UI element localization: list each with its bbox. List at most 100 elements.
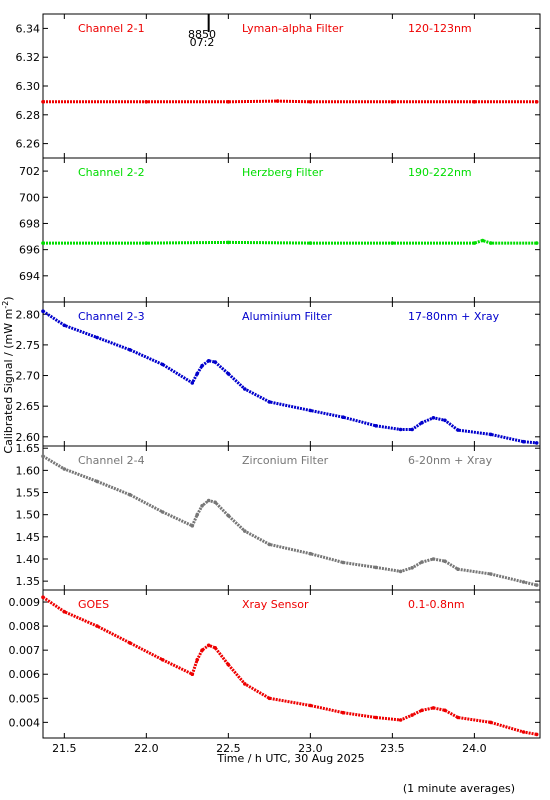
x-axis: 21.5 22.0 22.5 23.0 23.5 24.0 xyxy=(52,14,487,755)
data-point xyxy=(226,513,231,518)
y-tick-label: 2.75 xyxy=(16,339,41,352)
data-point xyxy=(206,359,211,363)
panel-channel-label: GOES xyxy=(78,598,109,611)
data-point xyxy=(243,682,247,686)
data-point xyxy=(489,572,493,576)
panel-channel-label: Channel 2-4 xyxy=(78,454,145,467)
y-tick-label: 2.70 xyxy=(16,370,41,383)
data-point xyxy=(308,241,313,245)
panel-channel-label: Channel 2-1 xyxy=(78,22,145,35)
data-point xyxy=(398,569,403,574)
data-point xyxy=(489,241,493,245)
y-tick-label: 1.60 xyxy=(16,464,41,477)
y-tick-label: 2.60 xyxy=(16,431,41,444)
data-point xyxy=(374,565,378,570)
y-tick-label: 6.32 xyxy=(16,51,41,64)
data-point xyxy=(41,309,45,314)
data-point xyxy=(190,672,195,676)
data-point xyxy=(456,567,460,571)
data-point xyxy=(489,432,493,437)
data-point xyxy=(190,524,195,528)
data-point xyxy=(213,360,217,364)
data-point xyxy=(95,624,99,628)
data-point xyxy=(226,100,231,104)
data-point xyxy=(341,560,346,565)
data-point xyxy=(341,710,346,715)
data-point xyxy=(41,100,45,104)
data-point xyxy=(431,706,436,710)
data-point xyxy=(41,241,45,245)
panel-channel-label: Channel 2-3 xyxy=(78,310,145,323)
data-point xyxy=(144,100,149,104)
data-point xyxy=(195,371,199,376)
y-tick-label: 1.55 xyxy=(16,487,41,500)
panel-band-label: 6-20nm + Xray xyxy=(408,454,493,467)
data-point xyxy=(431,416,436,420)
data-point xyxy=(144,241,149,245)
y-tick-label: 2.80 xyxy=(16,308,41,321)
x-tick-label: 22.0 xyxy=(134,742,159,755)
panels: 6.26 6.28 6.30 6.32 6.34 Channel 2-1 Lyman-alp… xyxy=(9,13,541,739)
data-point xyxy=(308,408,313,413)
data-point xyxy=(534,583,539,587)
y-tick-label: 2.65 xyxy=(16,400,41,413)
panel-filter-label: Herzberg Filter xyxy=(242,166,324,179)
data-point xyxy=(267,542,272,547)
data-point xyxy=(213,500,217,505)
x-tick-label: 23.5 xyxy=(380,742,405,755)
marker-label-top: 8850 xyxy=(188,28,216,41)
panel-filter-label: Zirconium Filter xyxy=(242,454,329,467)
data-point xyxy=(410,713,414,717)
data-point xyxy=(226,240,231,245)
y-tick-label: 1.35 xyxy=(16,575,41,588)
data-point xyxy=(62,323,67,328)
data-point xyxy=(472,241,477,245)
data-point xyxy=(534,241,539,245)
y-tick-label: 696 xyxy=(19,244,40,257)
data-point xyxy=(398,427,403,432)
y-tick-label: 698 xyxy=(19,217,40,230)
data-point xyxy=(534,100,539,104)
panel-2: 694 696 698 700 702 Channel 2-2 Herzberg Filte… xyxy=(19,157,541,303)
data-point xyxy=(390,241,395,245)
y-tick-label: 6.26 xyxy=(16,138,41,151)
footnote: (1 minute averages) xyxy=(403,782,515,795)
y-axis-title: Calibrated Signal / (mW m-2) xyxy=(1,296,15,453)
y-tick-label: 6.30 xyxy=(16,80,41,93)
y-tick-label: 0.004 xyxy=(9,716,41,729)
data-point xyxy=(226,662,231,667)
data-point xyxy=(308,100,313,104)
data-point xyxy=(160,362,165,367)
panel-frame xyxy=(42,445,541,591)
y-tick-label: 0.009 xyxy=(9,596,41,609)
y-tick-label: 0.008 xyxy=(9,620,41,633)
data-point xyxy=(410,427,414,432)
data-point xyxy=(226,371,231,376)
y-tick-label: 0.005 xyxy=(9,692,41,705)
data-point xyxy=(41,454,45,459)
data-point xyxy=(420,560,424,564)
x-tick-label: 24.0 xyxy=(462,742,487,755)
data-point xyxy=(195,658,199,662)
data-point xyxy=(374,424,378,428)
data-point xyxy=(95,479,99,484)
data-point xyxy=(420,420,424,425)
y-tick-label: 6.28 xyxy=(16,109,41,122)
x-tick-label: 22.5 xyxy=(216,742,241,755)
data-point xyxy=(243,387,247,391)
data-point xyxy=(128,492,132,497)
y-tick-label: 1.65 xyxy=(16,442,41,455)
panel-3: 2.60 2.65 2.70 2.75 2.80 Channel 2-3 Aluminium… xyxy=(16,301,541,447)
panel-frame xyxy=(42,589,541,739)
data-point xyxy=(456,715,460,720)
y-tick-label: 0.007 xyxy=(9,644,41,657)
data-point xyxy=(534,441,539,445)
panel-filter-label: Xray Sensor xyxy=(242,598,309,611)
data-point xyxy=(341,415,346,420)
panel-5: 0.004 0.005 0.006 0.007 0.008 0.009 GOES Xray S… xyxy=(9,589,541,739)
data-point xyxy=(534,732,539,737)
y-axis-title-main: Calibrated Signal / (mW m xyxy=(2,309,15,454)
y-tick-label: 702 xyxy=(19,165,40,178)
panel-channel-label: Channel 2-2 xyxy=(78,166,145,179)
data-point xyxy=(206,643,211,648)
